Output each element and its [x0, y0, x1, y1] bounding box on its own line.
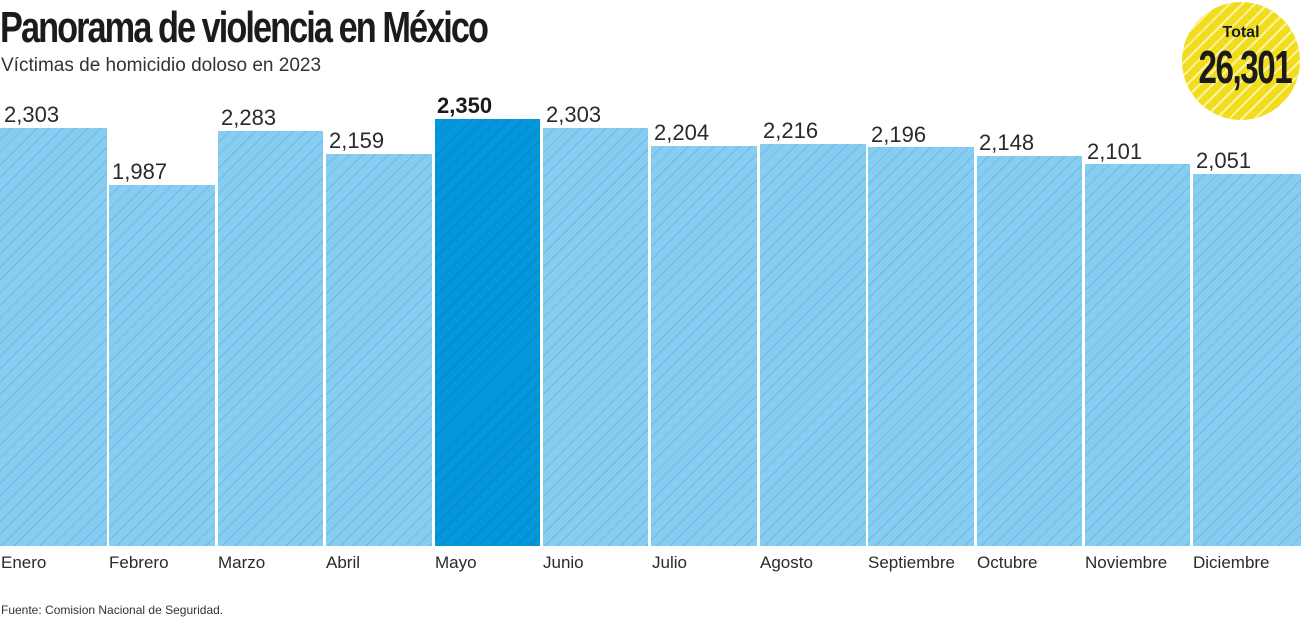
value-label-julio: 2,204 [654, 120, 710, 145]
bar-julio [651, 146, 757, 546]
category-label-agosto: Agosto [760, 553, 813, 572]
value-label-agosto: 2,216 [763, 118, 819, 143]
bar-junio [543, 128, 648, 546]
value-label-enero: 2,303 [4, 102, 60, 127]
bar-marzo [218, 131, 323, 546]
category-label-mayo: Mayo [435, 553, 477, 572]
value-label-abril: 2,159 [329, 128, 385, 153]
value-label-octubre: 2,148 [979, 130, 1035, 155]
category-label-julio: Julio [652, 553, 687, 572]
category-label-diciembre: Diciembre [1193, 553, 1270, 572]
bar-abril [326, 154, 432, 546]
category-label-febrero: Febrero [109, 553, 169, 572]
total-value: 26,301 [1198, 41, 1293, 93]
category-label-junio: Junio [543, 553, 584, 572]
category-label-octubre: Octubre [977, 553, 1038, 572]
category-label-noviembre: Noviembre [1085, 553, 1168, 572]
category-label-abril: Abril [326, 553, 361, 572]
bar-agosto [760, 144, 866, 546]
bar-diciembre [1193, 174, 1301, 546]
source-note: Fuente: Comision Nacional de Seguridad. [1, 603, 224, 617]
chart-title: Panorama de violencia en México [0, 3, 489, 52]
bar-enero [0, 128, 107, 546]
bar-octubre [977, 156, 1082, 546]
value-label-noviembre: 2,101 [1087, 139, 1143, 164]
bar-mayo [435, 119, 540, 546]
category-label-septiembre: Septiembre [868, 553, 955, 572]
bar-septiembre [868, 147, 974, 546]
total-badge: Total 26,301 [1182, 2, 1300, 120]
bar-febrero [109, 185, 215, 546]
value-label-junio: 2,303 [546, 102, 602, 127]
category-label-marzo: Marzo [218, 553, 266, 572]
bar-noviembre [1085, 164, 1190, 546]
category-label-enero: Enero [1, 553, 47, 572]
value-label-marzo: 2,283 [221, 105, 277, 130]
total-label: Total [1222, 24, 1260, 41]
chart-subtitle: Víctimas de homicidio doloso en 2023 [1, 55, 322, 76]
value-label-mayo: 2,350 [437, 93, 493, 118]
value-label-septiembre: 2,196 [871, 122, 927, 147]
value-label-febrero: 1,987 [112, 159, 168, 184]
value-label-diciembre: 2,051 [1196, 148, 1252, 173]
